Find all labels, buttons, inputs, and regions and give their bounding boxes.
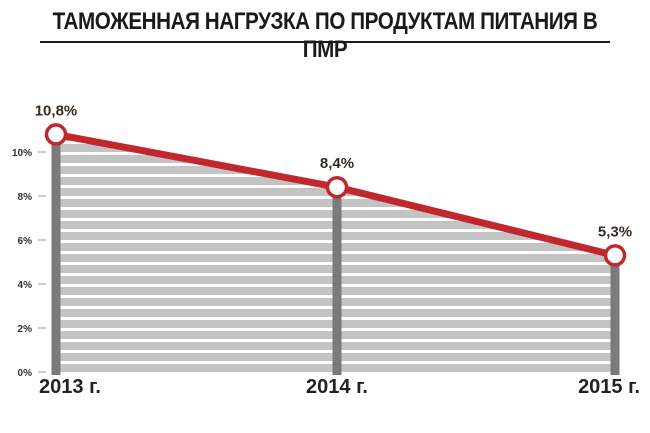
area-stripe (56, 122, 615, 130)
data-label: 5,3% (598, 223, 632, 240)
title-underline (40, 41, 610, 43)
y-tick-label: 0% (18, 368, 33, 379)
y-tick-label: 6% (18, 236, 33, 247)
category-column (51, 134, 61, 375)
data-point-marker (325, 175, 349, 199)
chart-title: ТАМОЖЕННАЯ НАГРУЗКА ПО ПРОДУКТАМ ПИТАНИЯ… (52, 8, 598, 63)
y-tick-label: 10% (12, 148, 32, 159)
x-category-label: 2014 г. (306, 376, 368, 398)
data-point-marker (44, 123, 68, 146)
category-columns (51, 134, 620, 375)
x-category-label: 2015 г. (578, 376, 640, 398)
data-markers (44, 123, 627, 267)
data-label: 8,4% (320, 155, 354, 172)
y-tick-label: 2% (18, 324, 33, 335)
y-axis-ticks: 0% 2% 4% 6% 8% 10% (12, 148, 46, 379)
y-tick-label: 4% (18, 280, 33, 291)
category-column (610, 255, 620, 375)
x-axis-labels: 2013 г. 2014 г. 2015 г. (39, 376, 640, 398)
x-category-label: 2013 г. (39, 376, 101, 398)
data-label: 10,8% (35, 102, 78, 119)
category-column (332, 187, 342, 375)
y-tick-label: 8% (18, 192, 33, 203)
data-labels: 10,8% 8,4% 5,3% (35, 102, 632, 240)
area-stripe (56, 134, 615, 141)
data-point-marker (603, 244, 627, 267)
